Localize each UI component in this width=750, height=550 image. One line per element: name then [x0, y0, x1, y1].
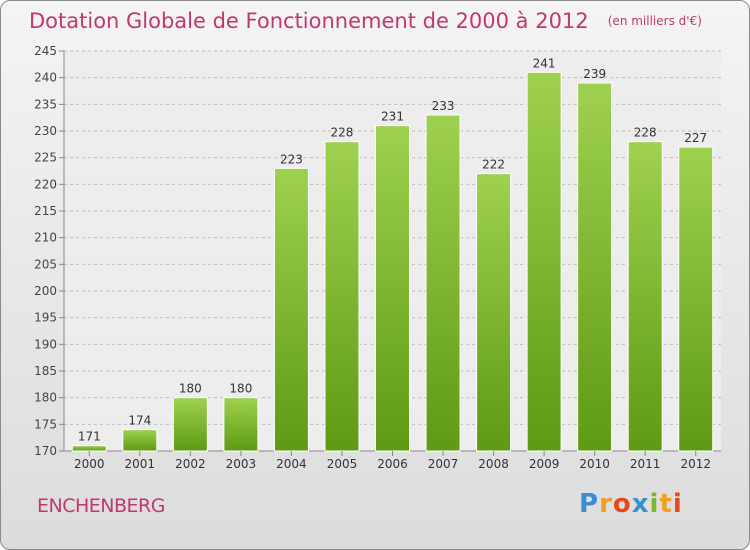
data-label: 171: [78, 430, 101, 444]
data-label: 174: [128, 414, 151, 428]
bar: [122, 429, 158, 452]
bar: [223, 397, 259, 452]
x-tick-label: 2002: [175, 457, 206, 471]
proxiti-logo[interactable]: Proxiti: [579, 489, 683, 519]
y-tick-label: 240: [34, 71, 57, 85]
logo-letter: x: [631, 489, 650, 519]
data-label: 233: [432, 99, 455, 113]
y-tick-label: 180: [34, 391, 57, 405]
logo-letter: r: [599, 489, 613, 519]
y-tick-label: 225: [34, 151, 57, 165]
x-tick-label: 2008: [478, 457, 509, 471]
bar: [71, 445, 107, 452]
y-tick-label: 220: [34, 177, 57, 191]
chart-title: Dotation Globale de Fonctionnement de 20…: [29, 9, 589, 33]
x-tick-label: 2010: [579, 457, 610, 471]
x-tick-label: 2007: [428, 457, 459, 471]
logo-letter: t: [659, 489, 673, 519]
bar: [476, 173, 512, 452]
bar: [172, 397, 208, 452]
bar: [526, 71, 562, 452]
data-label: 228: [634, 126, 657, 140]
bar: [678, 146, 714, 452]
bar: [627, 141, 663, 452]
bar: [324, 141, 360, 452]
y-tick-label: 205: [34, 257, 57, 271]
data-label: 223: [280, 152, 303, 166]
y-tick-label: 200: [34, 284, 57, 298]
bar: [375, 125, 410, 452]
data-label: 239: [583, 67, 606, 81]
y-tick-label: 230: [34, 124, 57, 138]
x-tick-label: 2001: [125, 457, 156, 471]
x-tick-label: 2009: [529, 457, 560, 471]
logo-letter: i: [649, 489, 660, 519]
y-tick-label: 170: [34, 444, 57, 458]
data-label: 231: [381, 110, 404, 124]
data-label: 227: [684, 131, 707, 145]
data-label: 180: [229, 382, 252, 396]
x-tick-label: 2003: [226, 457, 257, 471]
logo-letter: P: [579, 489, 600, 519]
x-tick-label: 2012: [680, 457, 711, 471]
y-tick-label: 245: [34, 44, 57, 58]
commune-name: ENCHENBERG: [37, 495, 165, 517]
data-label: 241: [533, 56, 556, 70]
x-tick-label: 2011: [630, 457, 661, 471]
y-tick-label: 175: [34, 417, 57, 431]
y-tick-label: 235: [34, 97, 57, 111]
chart-unit: (en milliers d'€): [607, 14, 702, 28]
y-tick-label: 195: [34, 311, 57, 325]
y-tick-label: 185: [34, 364, 57, 378]
y-tick-label: 210: [34, 231, 57, 245]
y-tick-label: 190: [34, 337, 57, 351]
data-label: 228: [331, 126, 354, 140]
bar: [425, 114, 461, 452]
y-tick-label: 215: [34, 204, 57, 218]
logo-letter: o: [612, 489, 632, 519]
data-label: 180: [179, 382, 202, 396]
bar: [273, 167, 309, 452]
chart-title-block: Dotation Globale de Fonctionnement de 20…: [29, 9, 702, 33]
x-tick-label: 2004: [276, 457, 307, 471]
data-label: 222: [482, 158, 505, 172]
x-tick-label: 2005: [327, 457, 358, 471]
x-tick-label: 2006: [377, 457, 408, 471]
bar: [577, 82, 613, 452]
logo-letter: i: [672, 489, 683, 519]
x-tick-label: 2000: [74, 457, 105, 471]
